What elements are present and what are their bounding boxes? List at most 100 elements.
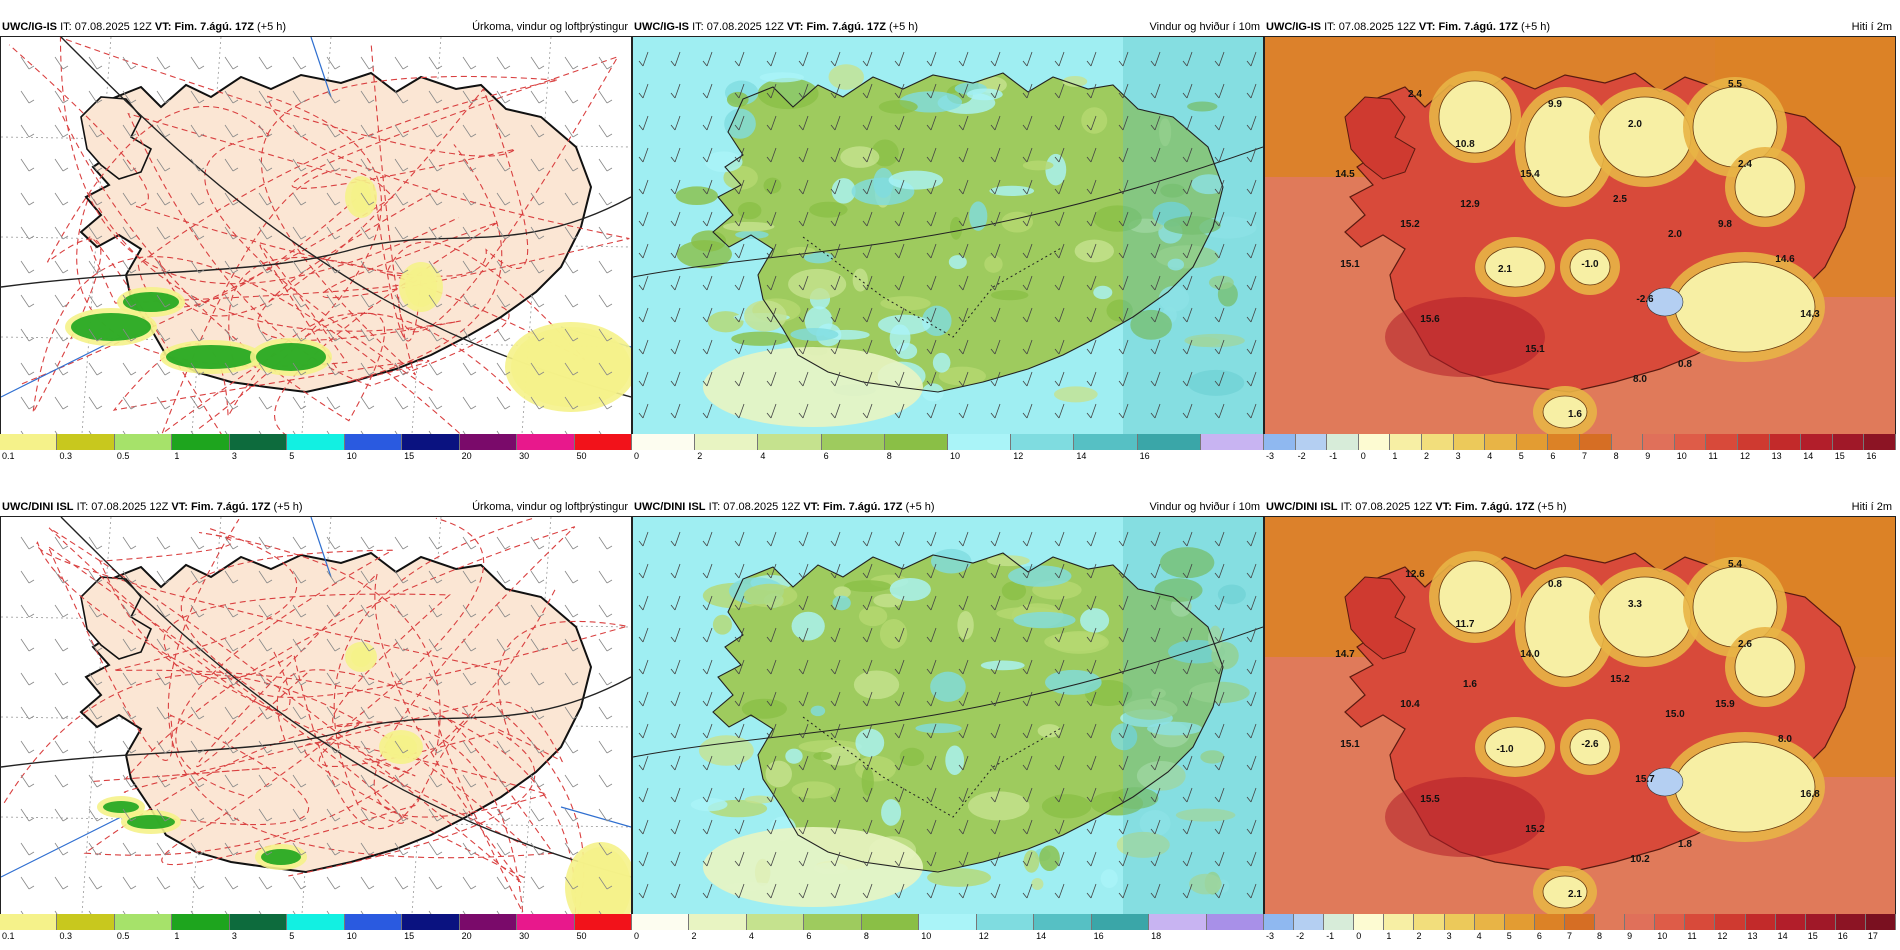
colorbar-swatch	[1444, 914, 1475, 930]
temperature-value-label: 9.8	[1718, 219, 1732, 230]
colorbar-tick-label: 0.1	[2, 451, 15, 461]
colorbar-swatch	[344, 434, 403, 450]
temperature-value-label: 10.4	[1400, 699, 1420, 710]
temp-colorbar-ticks: -3 -2 -1 0 1 2 3 4 5 6 7 8 9 10 11 12 13 14 15 16 17	[1264, 931, 1896, 943]
temperature-value-label: 8.0	[1778, 734, 1792, 745]
temperature-value-label: 2.0	[1668, 229, 1682, 240]
colorbar-tick-label: -2	[1296, 931, 1305, 941]
colorbar-swatch	[114, 914, 173, 930]
colorbar-swatch	[1864, 434, 1896, 450]
temperature-value-label: 11.7	[1456, 619, 1475, 630]
colorbar-swatch	[172, 434, 230, 450]
colorbar-tick-label: 14	[1076, 451, 1087, 461]
precip-map[interactable]	[0, 516, 632, 928]
colorbar-swatch	[1715, 914, 1746, 930]
panel-title: Hiti í 2m	[1851, 501, 1892, 513]
colorbar-tick-label: 3	[231, 451, 237, 461]
wind-map[interactable]	[632, 516, 1264, 928]
colorbar-swatch	[1769, 434, 1802, 450]
colorbar-tick-label: 13	[1771, 451, 1782, 461]
colorbar-tick-label: 3	[231, 931, 237, 941]
colorbar-tick-label: 0	[1360, 451, 1366, 461]
colorbar-swatch	[1706, 434, 1738, 450]
row1-wind-panel: UWC/IG-IS IT: 07.08.2025 12Z VT: Fim. 7.…	[632, 18, 1265, 463]
colorbar-tick-label: 0.1	[2, 931, 15, 941]
colorbar-tick-label: 12	[978, 931, 989, 941]
precip-colorbar	[0, 914, 632, 930]
colorbar-swatch	[402, 434, 460, 450]
temp-map[interactable]: 2.4 10.8 9.9 2.0 5.5 14.5 15.4 2.4 12.9 2.5 15.2 2.…	[1264, 36, 1896, 448]
temperature-value-label: 2.4	[1408, 89, 1422, 100]
colorbar-tick-label: 30	[519, 451, 530, 461]
colorbar-swatch	[1737, 434, 1770, 450]
temperature-value-label: 15.5	[1420, 794, 1440, 805]
panel-title: Vindur og hviður í 10m	[1149, 21, 1260, 33]
colorbar-swatch	[976, 914, 1035, 930]
temp-map[interactable]: 12.6 11.7 0.8 3.3 5.4 14.7 14.0 2.6 1.6 15.2 10.4 1…	[1264, 516, 1896, 928]
temperature-value-label: 15.2	[1525, 824, 1545, 835]
temperature-value-label: 5.4	[1728, 559, 1742, 570]
temperature-value-label: -2.6	[1636, 294, 1654, 305]
colorbar-swatch	[1504, 914, 1535, 930]
colorbar-tick-label: 0	[1356, 931, 1362, 941]
panel-title: Úrkoma, vindur og loftþrýstingur	[472, 21, 628, 33]
wind-colorbar-ticks: 0 2 4 6 8 10 12 14 16 18	[632, 931, 1264, 943]
wind-map[interactable]	[632, 36, 1264, 448]
colorbar-swatch	[1595, 914, 1626, 930]
colorbar-swatch	[746, 914, 805, 930]
colorbar-swatch	[1011, 434, 1075, 450]
temperature-value-label: 1.6	[1568, 409, 1582, 420]
temperature-value-label: 9.9	[1548, 99, 1562, 110]
temperature-value-label: 2.6	[1738, 639, 1752, 650]
colorbar-tick-label: 2	[691, 931, 697, 941]
row1-precip-panel: UWC/IG-IS IT: 07.08.2025 12Z VT: Fim. 7.…	[0, 18, 632, 463]
colorbar-swatch	[0, 914, 58, 930]
colorbar-tick-label: 5	[289, 931, 295, 941]
colorbar-swatch	[919, 914, 977, 930]
temperature-value-label: 15.2	[1610, 674, 1630, 685]
temperature-value-label: 3.3	[1628, 599, 1642, 610]
colorbar-swatch	[459, 914, 518, 930]
colorbar-swatch	[287, 914, 345, 930]
colorbar-tick-label: 3	[1446, 931, 1452, 941]
temperature-value-label: 15.0	[1665, 709, 1685, 720]
colorbar-tick-label: 15	[1807, 931, 1818, 941]
colorbar-tick-label: 11	[1708, 451, 1718, 461]
colorbar-tick-label: 8	[1597, 931, 1603, 941]
colorbar-swatch	[695, 434, 759, 450]
colorbar-tick-label: -1	[1326, 931, 1335, 941]
colorbar-tick-label: 2	[697, 451, 703, 461]
temperature-value-label: 14.5	[1335, 169, 1355, 180]
wind-colorbar	[632, 914, 1264, 930]
row1-temp-panel: UWC/IG-IS IT: 07.08.2025 12Z VT: Fim. 7.…	[1264, 18, 1896, 463]
temperature-value-label: 15.1	[1340, 259, 1360, 270]
temperature-value-label: 15.1	[1340, 739, 1360, 750]
colorbar-tick-label: 11	[1687, 931, 1697, 941]
panel-header: UWC/DINI ISL IT: 07.08.2025 12Z VT: Fim.…	[0, 498, 632, 516]
colorbar-tick-label: 1	[174, 451, 180, 461]
colorbar-tick-label: 5	[1518, 451, 1524, 461]
colorbar-tick-label: 2	[1424, 451, 1430, 461]
colorbar-tick-label: 10	[346, 931, 357, 941]
colorbar-swatch	[1324, 914, 1355, 930]
precip-map[interactable]	[0, 36, 632, 448]
colorbar-tick-label: 4	[760, 451, 766, 461]
temperature-value-label: 2.0	[1628, 119, 1642, 130]
temperature-value-label: 0.8	[1548, 579, 1562, 590]
temperature-value-label: 14.7	[1335, 649, 1355, 660]
colorbar-swatch	[804, 914, 862, 930]
colorbar-tick-label: 1	[1392, 451, 1398, 461]
temperature-value-label: 12.6	[1405, 569, 1425, 580]
colorbar-tick-label: 0	[634, 931, 640, 941]
colorbar-swatch	[1516, 434, 1549, 450]
colorbar-swatch	[1832, 434, 1865, 450]
colorbar-tick-label: 16	[1139, 451, 1150, 461]
colorbar-tick-label: 6	[806, 931, 812, 941]
colorbar-tick-label: 10	[1676, 451, 1687, 461]
colorbar-tick-label: 3	[1455, 451, 1461, 461]
panel-header: UWC/DINI ISL IT: 07.08.2025 12Z VT: Fim.…	[1264, 498, 1896, 516]
colorbar-swatch	[172, 914, 230, 930]
colorbar-swatch	[1775, 914, 1806, 930]
colorbar-swatch	[1327, 434, 1359, 450]
row2-wind-panel: UWC/DINI ISL IT: 07.08.2025 12Z VT: Fim.…	[632, 498, 1264, 943]
